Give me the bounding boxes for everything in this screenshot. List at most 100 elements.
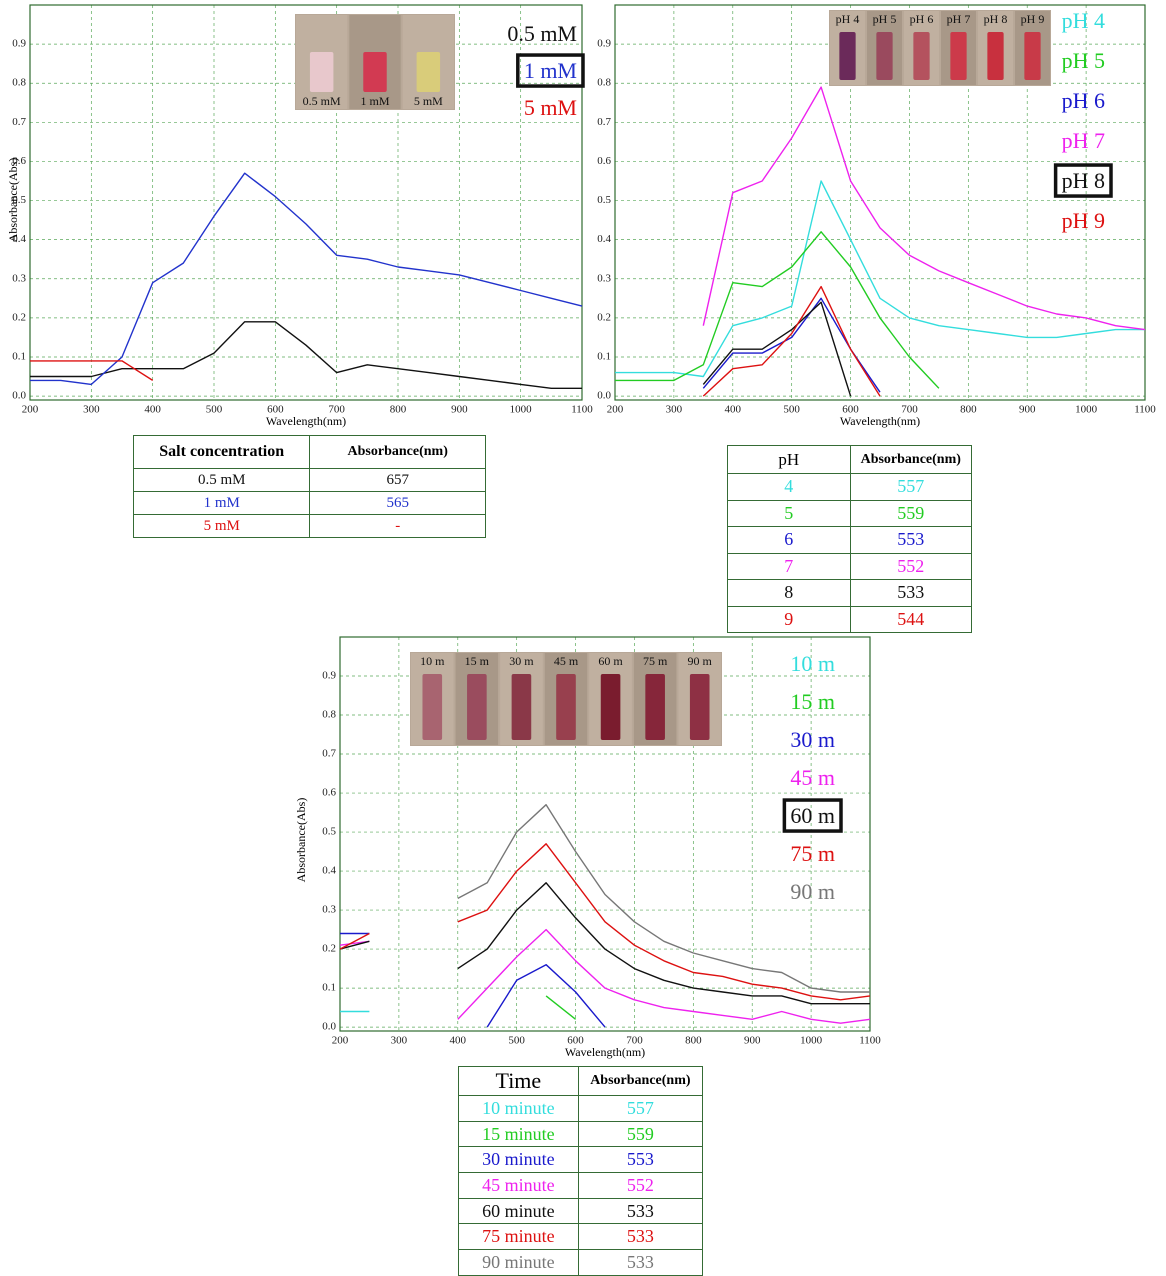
legend-label: 5 mM [524,95,577,120]
inset-vial [987,32,1003,80]
table-row: 5 mM- [134,515,486,538]
table-cell: 657 [310,469,486,492]
table-cell: - [310,515,486,538]
table-cell: 533 [850,580,972,607]
x-axis-label: Wavelength(nm) [840,414,920,428]
table-header-cell: pH [728,446,851,474]
y-tick-label: 0.3 [597,272,611,284]
y-tick-label: 0.4 [322,865,336,877]
table-cell: 1 mM [134,492,310,515]
page: 0.0 0.1 0.2 0.3 0.4 0.5 0.6 0.7 0.8 0.9 200 300 400 5… [0,0,1166,1269]
table-cell: 75 minute [459,1224,579,1250]
data-table: pHAbsorbance(nm)455755596553755285339544 [727,445,972,633]
inset-label: pH 8 [984,12,1008,26]
table-cell: 553 [578,1147,702,1173]
legend-label: 15 m [790,689,835,714]
y-axis-label: Absorbance(Abs) [294,798,308,883]
table-cell: 7 [728,553,851,580]
table-cell: 45 minute [459,1173,579,1199]
table-header-cell: Absorbance(nm) [310,436,486,469]
x-tick-label: 800 [390,404,407,416]
table-row: 5559 [728,500,972,527]
y-tick-label: 0.0 [322,1021,336,1033]
y-tick-label: 0.9 [12,38,26,50]
table-cell: 565 [310,492,486,515]
x-tick-label: 1100 [1134,404,1156,416]
table-row: 4557 [728,474,972,501]
inset-vial [512,674,532,740]
series-line [615,232,939,388]
y-tick-label: 0.0 [597,390,611,402]
y-tick-label: 0.2 [12,311,26,323]
x-tick-label: 1000 [510,404,533,416]
y-tick-label: 0.6 [322,787,336,799]
x-tick-label: 500 [508,1035,525,1047]
inset-vial [556,674,576,740]
chart: 0.00.10.20.30.40.50.60.70.80.92003004005… [6,5,594,428]
inset-label: 90 m [688,654,713,668]
x-tick-label: 200 [607,404,624,416]
table-cell: 9 [728,606,851,633]
series-line [340,934,605,1028]
table-header-cell: Salt concentration [134,436,310,469]
legend-label: 0.5 mM [507,21,577,46]
x-tick-label: 300 [391,1035,408,1047]
table-row: 15 minute559 [459,1121,703,1147]
legend-label: pH 8 [1062,168,1105,193]
y-tick-label: 0.9 [322,670,336,682]
inset-vial [645,674,665,740]
legend-label: 1 mM [524,58,577,83]
table-cell: 533 [578,1224,702,1250]
table-cell: 4 [728,474,851,501]
x-tick-label: 400 [725,404,742,416]
chart: 0.00.10.20.30.40.50.60.70.80.92003004005… [294,637,882,1059]
x-tick-label: 900 [451,404,468,416]
legend-label: pH 7 [1062,128,1105,153]
inset-label: 10 m [420,654,445,668]
inset-label: 5 mM [414,94,443,108]
y-tick-label: 0.5 [322,826,336,838]
table-cell: 6 [728,527,851,554]
x-tick-label: 800 [685,1035,702,1047]
inset-label: 15 m [465,654,490,668]
x-tick-label: 900 [1019,404,1036,416]
table-header-cell: Time [459,1067,579,1096]
table-cell: 5 mM [134,515,310,538]
table-cell: 533 [578,1250,702,1276]
inset-vial [690,674,710,740]
inset-label: 1 mM [360,94,389,108]
y-tick-label: 0.8 [12,77,26,89]
inset-vial [417,52,440,92]
inset-label: pH 6 [910,12,934,26]
y-tick-label: 0.9 [597,38,611,50]
table-cell: 10 minute [459,1096,579,1122]
y-tick-label: 0.5 [597,194,611,206]
table-row: 75 minute533 [459,1224,703,1250]
x-tick-label: 400 [450,1035,467,1047]
table-cell: 533 [578,1198,702,1224]
legend-label: 10 m [790,651,835,676]
x-tick-label: 800 [960,404,977,416]
x-axis-label: Wavelength(nm) [266,414,346,428]
table-row: 10 minute557 [459,1096,703,1122]
inset-vial [913,32,929,80]
table-cell: 557 [850,474,972,501]
y-tick-label: 0.4 [597,233,611,245]
x-tick-label: 1000 [800,1035,823,1047]
series-line [546,996,576,1019]
legend-label: 30 m [790,727,835,752]
y-tick-label: 0.2 [322,943,336,955]
y-tick-label: 0.1 [322,982,336,994]
table-cell: 559 [850,500,972,527]
y-tick-label: 0.8 [597,77,611,89]
x-tick-label: 300 [666,404,683,416]
y-tick-label: 0.7 [12,116,26,128]
table-cell: 60 minute [459,1198,579,1224]
inset-vial [310,52,333,92]
